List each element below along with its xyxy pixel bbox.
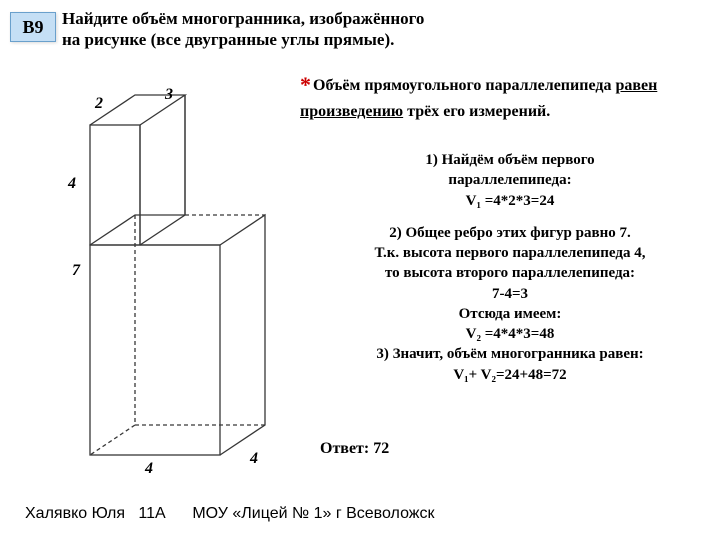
step2a: 2) Общее ребро этих фигур равно 7. [320,223,700,243]
author: Халявко Юля [25,505,125,522]
step2b: Т.к. высота первого параллелепипеда 4, [320,243,700,263]
school: МОУ «Лицей № 1» г Всеволожск [192,505,434,522]
hint-p4: трёх его измерений. [403,103,550,120]
step2c: то высота второго параллелепипеда: [320,263,700,283]
step2e: Отсюда имеем: [320,304,700,324]
star-icon: * [300,72,311,97]
formula-hint: *Объём прямоугольного параллелепипеда ра… [300,70,715,123]
task-badge: B9 [10,12,56,42]
problem-statement: Найдите объём многогранника, изображённо… [62,8,424,51]
footer: Халявко Юля 11А МОУ «Лицей № 1» г Всевол… [25,505,434,523]
dim-7: 7 [72,262,80,280]
step2f: V₂ =4*4*3=48 [320,324,700,344]
dim-4c: 4 [250,450,258,468]
hint-p1: Объём прямоугольного параллелепипеда [313,77,615,94]
hint-p2: равен [615,77,657,94]
dim-4b: 4 [145,460,153,478]
dim-3: 3 [165,86,173,104]
polyhedron-diagram [40,85,300,485]
hint-p3: произведению [300,103,403,120]
dim-4a: 4 [68,175,76,193]
answer: Ответ: 72 [320,440,389,458]
class: 11А [138,505,165,522]
step3a: 3) Значит, объём многогранника равен: [320,344,700,364]
problem-line1: Найдите объём многогранника, изображённо… [62,9,424,28]
step1c: V₁ =4*2*3=24 [320,191,700,211]
step2d: 7-4=3 [320,284,700,304]
solution-steps: 1) Найдём объём первого параллелепипеда:… [320,150,700,385]
step3b: V₁+ V₂=24+48=72 [320,365,700,385]
problem-line2: на рисунке (все двугранные углы прямые). [62,30,394,49]
dim-2: 2 [95,95,103,113]
step1b: параллелепипеда: [320,170,700,190]
step1a: 1) Найдём объём первого [320,150,700,170]
